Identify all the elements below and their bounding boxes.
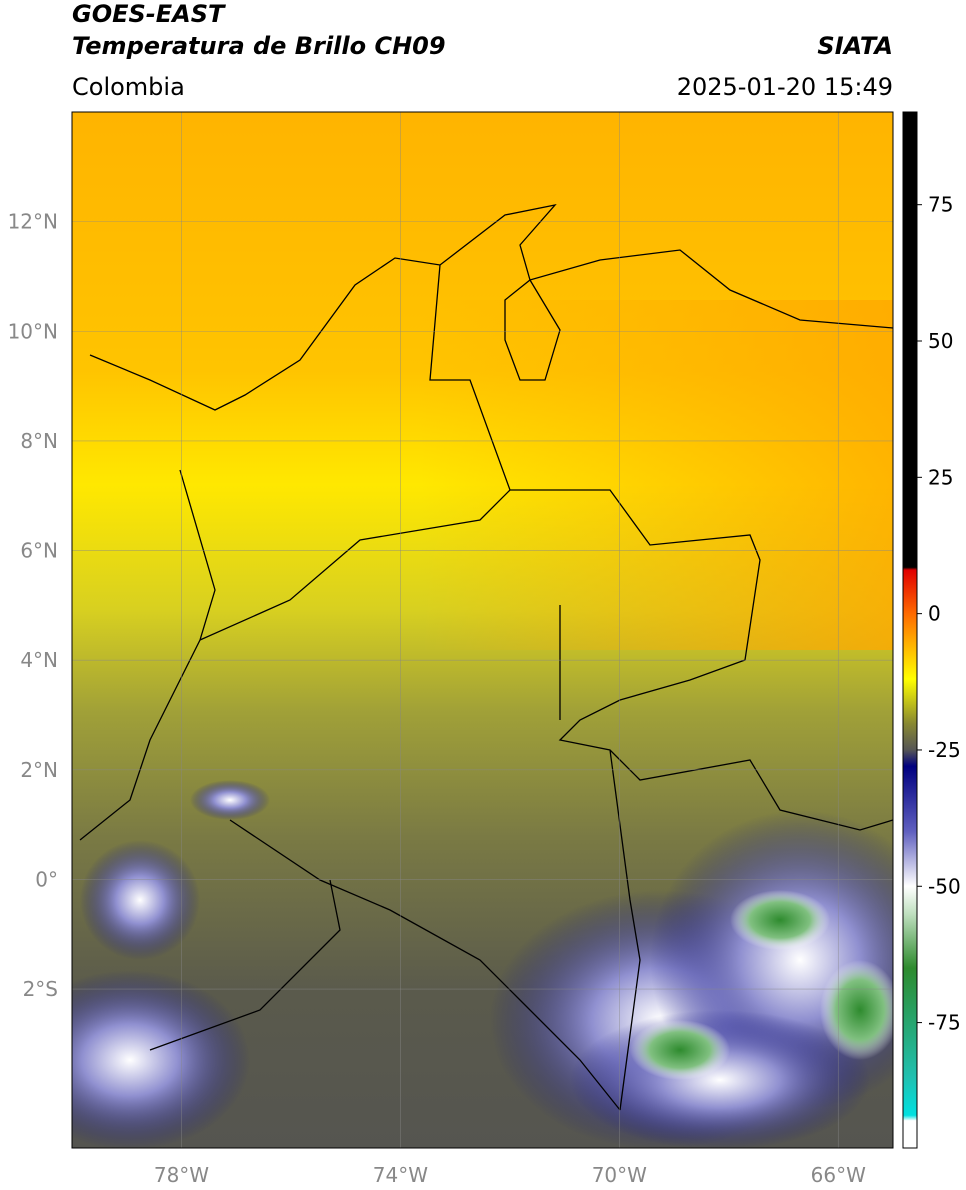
region: Colombia [72, 73, 185, 101]
lat-tick-label: 0° [35, 867, 58, 891]
colorbar [902, 111, 918, 1149]
lon-tick-label: 74°W [373, 1163, 428, 1187]
lat-tick-label: 6°N [20, 539, 58, 563]
lon-tick-label: 70°W [592, 1163, 647, 1187]
colorbar-tick-label: -50 [928, 874, 961, 898]
source: SIATA [817, 32, 893, 60]
imagery [72, 112, 893, 1148]
satellite: GOES-EAST [72, 0, 226, 28]
lat-tick-label: 12°N [8, 210, 58, 234]
lat-tick-label: 4°N [20, 648, 58, 672]
colorbar-tick-label: 50 [928, 329, 953, 353]
lat-tick-label: 2°N [20, 758, 58, 782]
map-frame [71, 111, 894, 1149]
colorbar-tick-label: 75 [928, 193, 953, 217]
lat-tick-label: 2°S [23, 977, 58, 1001]
lat-tick-label: 8°N [20, 429, 58, 453]
lon-tick-label: 66°W [811, 1163, 866, 1187]
lat-tick-label: 10°N [8, 319, 58, 343]
datetime: 2025-01-20 15:49 [677, 73, 893, 101]
lon-tick-label: 78°W [154, 1163, 209, 1187]
colorbar-tick-label: 25 [928, 465, 953, 489]
colorbar-tick-label: 0 [928, 602, 941, 626]
colorbar-tick-label: -75 [928, 1011, 961, 1035]
product: Temperatura de Brillo CH09 [72, 32, 446, 60]
colorbar-tick-label: -25 [928, 738, 961, 762]
